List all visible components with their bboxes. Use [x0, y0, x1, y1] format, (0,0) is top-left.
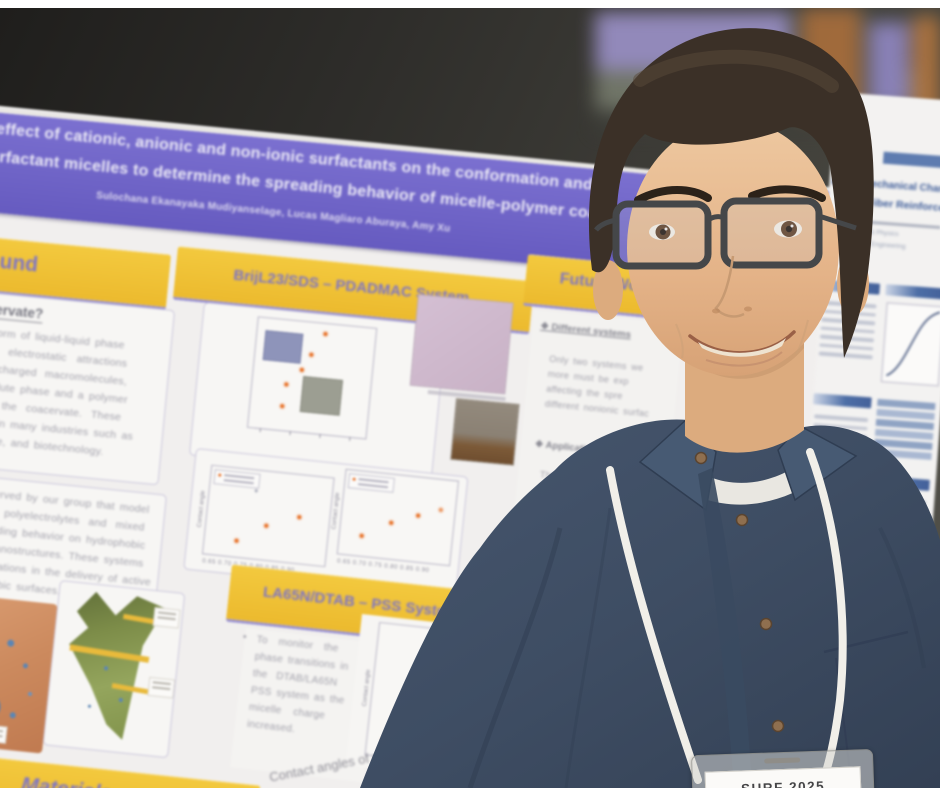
smile-crease [795, 319, 809, 355]
photo-scene: effect of cationic, anionic and non-ioni… [0, 8, 940, 788]
eyebrow-right [748, 185, 826, 202]
eye-left-pupil [660, 229, 666, 235]
badge-holder: SURF 2025 [690, 748, 876, 788]
glasses-temple-right [818, 213, 857, 231]
nostril [712, 308, 720, 314]
hair [588, 28, 874, 359]
eyebrow-left [634, 186, 712, 204]
nose [714, 255, 745, 318]
rising-curve [886, 311, 940, 377]
lanyard-left-cord [606, 466, 702, 784]
eye-highlight [790, 224, 794, 228]
glasses [594, 197, 857, 270]
face [627, 120, 839, 376]
glasses-bridge [706, 214, 726, 223]
shirt-fold [467, 527, 563, 788]
left-lens [612, 200, 712, 270]
button-placket [698, 468, 752, 788]
nostril [744, 306, 752, 312]
teeth [698, 338, 786, 357]
shirt-fold [564, 507, 612, 788]
glasses-temple-left [594, 217, 617, 232]
badge-slot [764, 757, 801, 764]
window-mullion [861, 8, 869, 123]
shirt-pocket-seam [823, 630, 909, 654]
eye-highlight [664, 227, 668, 231]
right-poster-chart [880, 302, 940, 387]
shirt-button [735, 513, 749, 527]
ear-left [593, 260, 623, 320]
badge-text: SURF 2025 [740, 778, 826, 788]
shirt-button [771, 719, 785, 733]
badge-card: SURF 2025 [704, 766, 863, 788]
shirt-fold [878, 527, 926, 669]
right-lens [720, 197, 823, 269]
hair-highlight [633, 49, 839, 93]
smile-crease [675, 323, 684, 359]
window-panel-purple2 [867, 22, 909, 108]
right-poster: al and Mechanical Charact Glass Fiber Re… [784, 92, 940, 788]
shirt-button [694, 451, 708, 465]
lower-lip [705, 351, 783, 367]
presenter [360, 28, 940, 788]
eye-right-pupil [785, 225, 793, 233]
shirt-button [759, 617, 773, 631]
denim-shirt [360, 419, 940, 788]
